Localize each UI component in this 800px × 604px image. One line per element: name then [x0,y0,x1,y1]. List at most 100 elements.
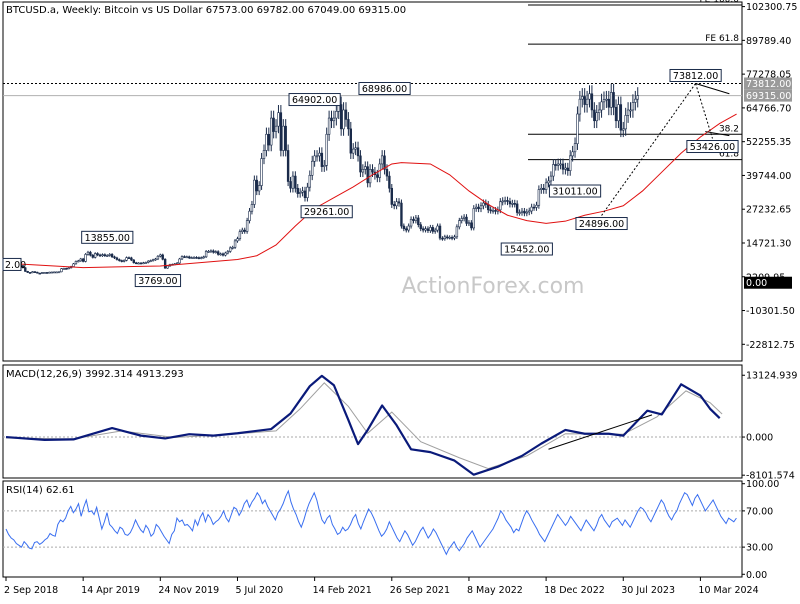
macd-label: MACD(12,26,9) 3992.314 4913.293 [6,369,184,380]
candle-body [313,155,316,162]
candle-body [549,175,553,182]
candle-body [289,181,292,189]
candle-body [412,218,415,221]
projection-dashed-line [601,83,697,216]
macd-signal-line [5,382,723,470]
candle-body [523,210,526,214]
candle-body [385,169,389,177]
candle-body [443,236,447,240]
candle-body [571,151,574,157]
candle-body [405,228,408,231]
candle-body [188,256,191,259]
candle-body [253,179,256,205]
candle-body [359,155,362,173]
candle-body [619,104,623,131]
rsi-y-tick-label: 0.00 [746,570,767,581]
candle-body [291,175,295,189]
candle-body [48,271,51,274]
candle-body [409,218,413,227]
right-axis-value-tag [744,276,792,289]
candle-body [28,272,32,274]
candle-body [631,102,635,111]
candle-body [125,257,128,261]
macd-main-line [5,374,721,476]
candle-body [272,117,275,132]
candle-body [325,133,328,166]
x-axis-tick-label: 18 Dec 2022 [544,585,605,596]
candle-body [433,229,437,232]
candle-body [323,165,326,167]
retracement-dashed-line [695,83,713,139]
candle-body [540,187,543,190]
candle-body [57,271,61,274]
rsi-y-tick-label: 70.00 [746,506,773,517]
candle-body [260,158,263,186]
candle-body [600,101,603,111]
candle-body [38,272,41,275]
candle-body [214,251,217,253]
candle-body [72,263,75,267]
candle-body [349,128,352,154]
candle-body [231,247,234,249]
candle-body [250,204,254,212]
candle-body [431,227,434,232]
candle-body [161,254,164,260]
candle-body [458,220,461,228]
macd-y-tick-label: -8101.574 [746,471,795,482]
candle-body [163,258,167,269]
chart-title: BTCUSD.a, Weekly: Bitcoin vs US Dollar 6… [6,5,406,16]
candle-body [474,206,478,209]
candle-body [585,98,589,105]
candle-body [43,272,46,274]
price-panel-frame [2,1,743,362]
candle-body [479,205,483,210]
candle-body [626,109,630,116]
candle-body [113,256,116,259]
candle-body [467,222,471,225]
candle-body [532,206,536,209]
candle-body [569,155,572,172]
x-axis-tick-label: 30 Jul 2023 [621,585,675,596]
candle-body [79,258,82,262]
candle-body [383,155,386,170]
right-axis-value-label: 0.00 [746,278,767,289]
price-callout-label: 31011.00 [552,187,597,198]
candle-body [306,186,309,198]
price-callout-box [686,140,739,154]
candle-body [453,236,456,239]
candle-body [388,175,391,189]
candle-body [636,95,639,100]
candle-body [265,133,268,151]
candle-body [559,163,562,166]
candle-body [402,225,406,230]
candle-body [390,187,393,205]
candle-body [301,190,304,193]
price-y-tick-label: 64766.70 [746,103,791,114]
candle-body [397,201,401,204]
candle-body [535,204,538,208]
candle-body [21,265,25,269]
candle-body [564,167,567,170]
price-callout-box [358,82,411,96]
candle-body [436,225,439,231]
candle-body [108,254,111,256]
candle-body [262,150,266,159]
candle-body [175,262,179,265]
candle-body [588,93,591,100]
watermark-text: ActionForex.com [402,274,585,299]
price-callout-box [81,230,134,244]
x-axis-tick-label: 14 Apr 2019 [81,585,140,596]
price-y-tick-label: 89789.40 [746,36,791,47]
x-axis-tick-label: 14 Feb 2021 [313,585,372,596]
fib-level-label: 38.2 [719,124,739,134]
candle-body [511,203,514,205]
right-axis-value-tag [744,77,792,90]
candle-body [110,254,114,258]
price-y-tick-label: 52255.35 [746,137,791,148]
candle-body [612,92,615,108]
candle-body [622,128,625,131]
right-axis-value-label: 69315.00 [746,91,791,102]
candle-body [257,185,261,192]
candle-body [101,254,104,257]
